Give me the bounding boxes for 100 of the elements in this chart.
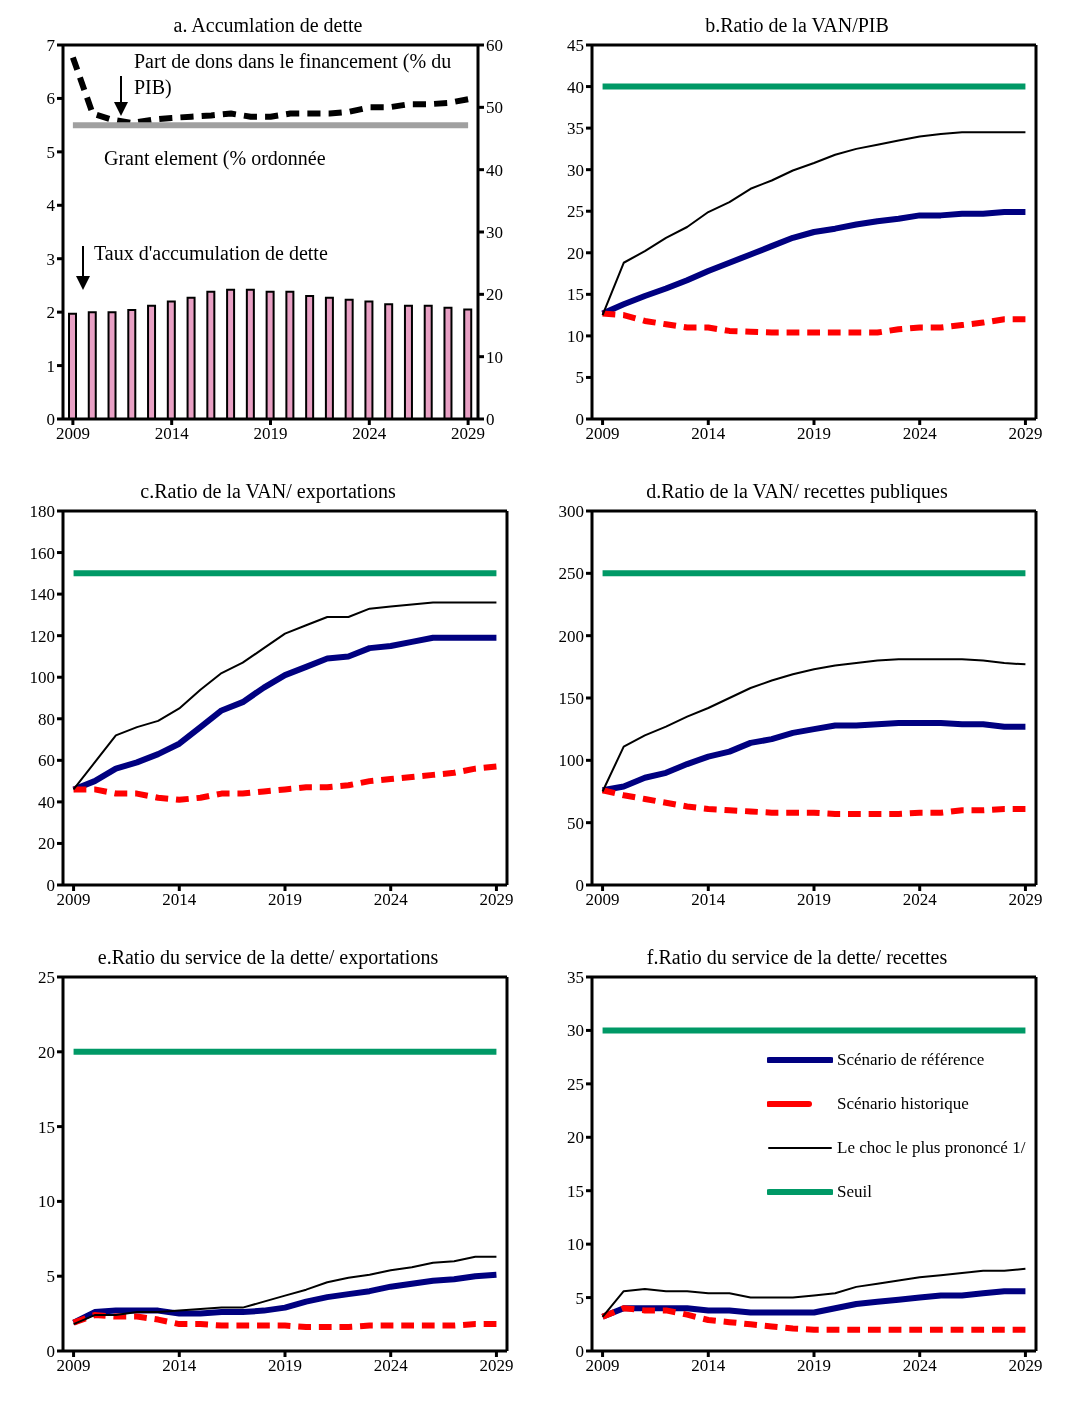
chart-title: d.Ratio de la VAN/ recettes publiques [645, 480, 949, 503]
y-tick-label: 0 [575, 410, 584, 430]
y-tick-label: 2 [46, 303, 55, 323]
chart-title: f.Ratio du service de la dette/ recettes [645, 946, 949, 969]
y2-tick-label: 0 [486, 410, 495, 430]
y2-tick-label: 30 [486, 223, 503, 243]
x-tick-label: 2009 [56, 1356, 91, 1376]
y-tick-label: 40 [567, 77, 584, 97]
x-tick-label: 2019 [797, 424, 831, 444]
y-tick-label: 35 [567, 968, 584, 988]
legend-label: Seuil [837, 1182, 872, 1202]
y-tick-label: 10 [567, 1235, 584, 1255]
y-tick-label: 60 [38, 751, 55, 771]
y-tick-label: 5 [575, 368, 584, 388]
x-tick-label: 2014 [162, 1356, 197, 1376]
y-tick-label: 45 [567, 36, 584, 56]
legend-label: Scénario historique [837, 1094, 969, 1114]
chart-title: a. Accumlation de dette [172, 14, 364, 37]
x-tick-label: 2009 [585, 890, 620, 910]
y-tick-label: 50 [567, 813, 584, 833]
y-tick-label: 15 [567, 1181, 584, 1201]
y-tick-label: 15 [567, 285, 584, 305]
y-tick-label: 40 [38, 792, 55, 812]
y-tick-label: 5 [575, 1288, 584, 1308]
annotation: Taux d'accumulation de dette [94, 241, 329, 266]
y-tick-label: 20 [567, 243, 584, 263]
x-tick-label: 2024 [373, 890, 409, 910]
y-tick-label: 7 [46, 36, 56, 56]
y-tick-label: 25 [567, 1074, 584, 1094]
y-tick-label: 0 [46, 876, 55, 896]
y-tick-label: 4 [46, 196, 56, 216]
x-tick-label: 2024 [352, 424, 387, 444]
y-tick-label: 6 [46, 89, 55, 109]
y-tick-label: 0 [575, 876, 584, 896]
y-tick-label: 150 [558, 689, 584, 709]
x-tick-label: 2014 [691, 1356, 726, 1376]
y-tick-label: 120 [29, 626, 55, 646]
y-tick-label: 20 [38, 834, 55, 854]
x-tick-label: 2024 [373, 1356, 409, 1376]
y-tick-label: 10 [567, 326, 584, 346]
x-tick-label: 2019 [797, 1356, 831, 1376]
x-tick-label: 2014 [691, 890, 726, 910]
y2-tick-label: 10 [486, 347, 503, 367]
y-tick-label: 1 [46, 356, 55, 376]
x-tick-label: 2029 [1008, 424, 1043, 444]
y-tick-label: 0 [575, 1342, 584, 1362]
chart-title: c.Ratio de la VAN/ exportations [139, 480, 397, 503]
line-series [72, 1255, 498, 1326]
y-tick-label: 10 [38, 1192, 55, 1212]
x-tick-label: 2019 [797, 890, 831, 910]
y-tick-label: 25 [38, 968, 55, 988]
y-tick-label: 100 [558, 751, 584, 771]
x-tick-label: 2009 [55, 424, 90, 444]
x-tick-label: 2029 [451, 424, 486, 444]
y-tick-label: 15 [38, 1117, 55, 1137]
x-tick-label: 2019 [268, 890, 302, 910]
y2-tick-label: 60 [486, 36, 503, 56]
legend-label: Scénario de référence [837, 1050, 985, 1070]
annotation: Grant element (% ordonnée [104, 146, 327, 171]
chart-title: e.Ratio du service de la dette/ exportations [96, 946, 440, 969]
y-tick-label: 180 [29, 502, 55, 522]
y-tick-label: 250 [558, 564, 584, 584]
x-tick-label: 2029 [1008, 1356, 1043, 1376]
y-tick-label: 5 [46, 1267, 55, 1287]
x-tick-label: 2014 [162, 890, 197, 910]
y-tick-label: 140 [29, 585, 55, 605]
chart-title: b.Ratio de la VAN/PIB [704, 14, 890, 37]
y-tick-label: 30 [567, 160, 584, 180]
y-tick-label: 20 [38, 1042, 55, 1062]
y-tick-label: 300 [558, 502, 584, 522]
annotation: Part de dons dans le financement (% du PIB) [134, 49, 453, 100]
y-tick-label: 100 [29, 668, 55, 688]
x-tick-label: 2014 [154, 424, 190, 444]
y-tick-label: 20 [567, 1128, 584, 1148]
line-series [601, 131, 1027, 317]
y-tick-label: 3 [46, 249, 55, 269]
y-tick-label: 200 [558, 626, 584, 646]
y-tick-label: 5 [46, 142, 55, 162]
y-tick-label: 160 [29, 543, 55, 563]
x-tick-label: 2024 [902, 890, 938, 910]
y2-tick-label: 20 [486, 285, 503, 305]
line-series [601, 1267, 1027, 1318]
x-tick-label: 2029 [479, 890, 514, 910]
x-tick-label: 2029 [479, 1356, 514, 1376]
y-tick-label: 80 [38, 709, 55, 729]
x-tick-label: 2024 [902, 1356, 938, 1376]
y-tick-label: 25 [567, 202, 584, 222]
y2-tick-label: 40 [486, 160, 503, 180]
x-tick-label: 2019 [253, 424, 288, 444]
line-series [601, 658, 1027, 793]
x-tick-label: 2009 [56, 890, 91, 910]
y2-tick-label: 50 [486, 98, 503, 118]
x-tick-label: 2014 [691, 424, 726, 444]
y-tick-label: 0 [46, 410, 55, 430]
y-tick-label: 0 [46, 1342, 55, 1362]
x-tick-label: 2009 [585, 1356, 620, 1376]
line-series [72, 601, 498, 791]
x-tick-label: 2009 [585, 424, 620, 444]
x-tick-label: 2019 [268, 1356, 302, 1376]
y-tick-label: 35 [567, 119, 584, 139]
